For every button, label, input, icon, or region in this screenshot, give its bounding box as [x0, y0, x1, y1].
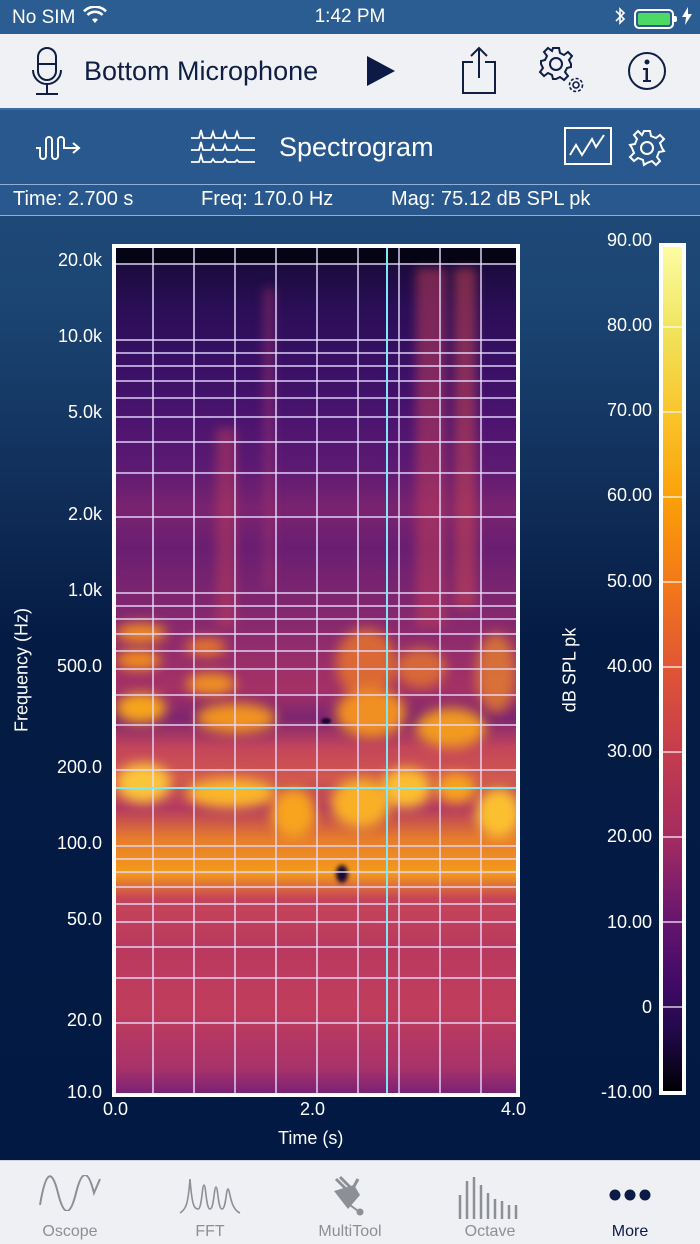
colorbar-tick: 40.00	[606, 656, 652, 676]
y-tick: 50.0	[66, 909, 102, 929]
multitool-icon	[280, 1175, 420, 1216]
spectrogram-plot[interactable]	[112, 244, 520, 1097]
colorbar-tick: 0	[641, 997, 652, 1017]
colorbar-tick: 90.00	[606, 230, 652, 250]
more-icon	[560, 1175, 700, 1215]
trace-view-icon[interactable]	[564, 127, 612, 170]
y-tick: 200.0	[56, 757, 102, 777]
x-tick: 0.0	[103, 1099, 129, 1119]
cursor-readout: Time: 2.700 s Freq: 170.0 Hz Mag: 75.12 …	[0, 184, 700, 216]
tab-more[interactable]: More	[560, 1161, 700, 1244]
wifi-icon	[83, 5, 108, 30]
input-source-title[interactable]: Bottom Microphone	[84, 56, 319, 86]
y-tick: 100.0	[56, 833, 102, 853]
y-axis-label: Frequency (Hz)	[11, 607, 32, 733]
carrier-label: No SIM	[12, 7, 76, 28]
y-tick: 10.0	[66, 1082, 102, 1102]
colorbar-tick: 30.00	[606, 741, 652, 761]
y-tick: 20.0	[66, 1010, 102, 1030]
app-settings-button[interactable]	[536, 44, 588, 101]
settings-gear-icon[interactable]	[628, 129, 666, 172]
x-tick: 2.0	[300, 1099, 326, 1119]
colorbar-tick: 20.00	[606, 826, 652, 846]
colorbar-tick: 70.00	[606, 400, 652, 420]
info-button[interactable]	[627, 51, 667, 96]
colorbar-tick: 10.00	[606, 912, 652, 932]
grid-line	[439, 248, 441, 1093]
colorbar-tick: 80.00	[606, 315, 652, 335]
tab-label: MultiTool	[318, 1223, 382, 1240]
tab-bar: Oscope FFT MultiTool Octave More	[0, 1160, 700, 1244]
grid-line	[398, 248, 400, 1093]
tab-label: FFT	[195, 1223, 225, 1240]
x-tick: 4.0	[501, 1099, 527, 1119]
grid-line	[357, 248, 359, 1093]
readout-time: Time: 2.700 s	[13, 188, 134, 210]
tab-label: Octave	[464, 1223, 516, 1240]
grid-line	[480, 248, 482, 1093]
tab-label: Oscope	[42, 1223, 98, 1240]
status-bar: No SIM 1:42 PM	[0, 0, 700, 34]
readout-freq: Freq: 170.0 Hz	[201, 188, 334, 210]
signal-routing-icon[interactable]	[34, 134, 84, 167]
readout-magnitude: Mag: 75.12 dB SPL pk	[391, 188, 591, 210]
oscilloscope-icon	[0, 1175, 140, 1215]
colorbar-tick: 60.00	[606, 485, 652, 505]
cursor-time-line[interactable]	[386, 248, 388, 1093]
view-title: Spectrogram	[279, 132, 434, 162]
tab-multitool[interactable]: MultiTool	[280, 1161, 420, 1244]
share-button[interactable]	[461, 46, 497, 101]
x-axis-label: Time (s)	[278, 1128, 344, 1148]
grid-line	[275, 248, 277, 1093]
grid-line	[316, 248, 318, 1093]
colorbar	[659, 243, 686, 1095]
battery-icon	[634, 9, 677, 29]
y-tick: 500.0	[56, 656, 102, 676]
tab-octave[interactable]: Octave	[420, 1161, 560, 1244]
grid-line	[193, 248, 195, 1093]
grid-line	[152, 248, 154, 1093]
spectrogram-icon[interactable]	[189, 128, 257, 173]
y-tick: 5.0k	[67, 402, 102, 422]
clock: 1:42 PM	[314, 6, 386, 27]
microphone-icon[interactable]	[30, 46, 64, 103]
octave-icon	[420, 1175, 560, 1219]
y-tick: 2.0k	[67, 504, 102, 524]
cursor-freq-line[interactable]	[116, 787, 516, 789]
fft-icon	[140, 1175, 280, 1215]
bluetooth-icon	[614, 6, 626, 32]
y-tick: 20.0k	[57, 250, 102, 270]
grid-line	[234, 248, 236, 1093]
play-button[interactable]	[366, 55, 396, 92]
tab-oscope[interactable]: Oscope	[0, 1161, 140, 1244]
colorbar-tick: -10.00	[600, 1082, 652, 1102]
view-header: Spectrogram	[0, 108, 700, 184]
colorbar-tick: 50.00	[606, 571, 652, 591]
y-tick: 1.0k	[67, 580, 102, 600]
top-toolbar: Bottom Microphone	[0, 34, 700, 108]
charging-bolt-icon	[682, 7, 692, 31]
tab-fft[interactable]: FFT	[140, 1161, 280, 1244]
y-tick: 10.0k	[57, 326, 102, 346]
tab-label: More	[611, 1223, 649, 1240]
